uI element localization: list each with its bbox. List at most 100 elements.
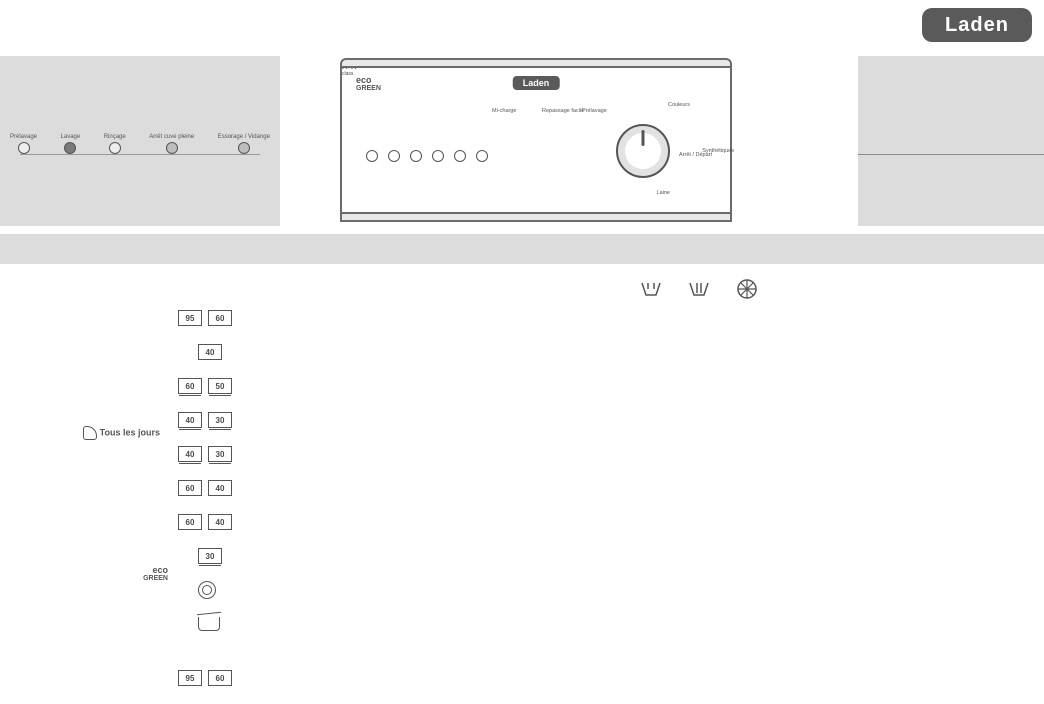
temp-icon: 60 (208, 310, 232, 326)
temp-value: 30 (216, 416, 225, 425)
panel-brand-text: Laden (523, 78, 550, 88)
temp-value: 95 (186, 314, 195, 323)
programme-row (178, 580, 232, 600)
programme-row: 40 30 (178, 444, 232, 464)
phase-label: Prélavage (10, 134, 37, 140)
knob-icon (616, 124, 670, 178)
washer-disc-icon (166, 142, 178, 154)
phase-diagram: Prélavage Lavage Rinçage Arrêt cuve plei… (10, 134, 270, 154)
programme-row: 95 60 (178, 308, 232, 328)
push-button[interactable] (366, 150, 378, 162)
group-label-text: Tous les jours (100, 427, 160, 437)
washer-disc-icon (238, 142, 250, 154)
temp-value: 95 (186, 674, 195, 683)
push-button[interactable] (454, 150, 466, 162)
temp-icon: 60 (178, 514, 202, 530)
temp-value: 60 (186, 382, 195, 391)
push-button[interactable] (388, 150, 400, 162)
washer-disc-icon (18, 142, 30, 154)
brand-logo: Laden (922, 8, 1032, 42)
push-button-row (366, 150, 488, 162)
washer-disc-icon (109, 142, 121, 154)
programme-row: 30 (178, 546, 232, 566)
temp-icon: 60 (178, 378, 202, 394)
phase-item: Prélavage (10, 134, 37, 154)
programme-row: 60 50 (178, 376, 232, 396)
programme-row: 40 (178, 342, 232, 362)
everyday-icon (83, 426, 97, 440)
eco-label: eco GREEN (356, 76, 381, 92)
spin-icon (736, 278, 758, 300)
group-label-tous-les-jours: Tous les jours (80, 426, 160, 440)
panel-tinylabel: Mi-charge (492, 108, 516, 114)
phase-line (20, 154, 260, 155)
temp-value: 40 (216, 518, 225, 527)
push-button[interactable] (476, 150, 488, 162)
control-panel: eco GREEN Laden Mi-charge Repassage faci… (340, 62, 732, 218)
basin-icon (198, 617, 220, 631)
temp-icon: 40 (178, 412, 202, 428)
temp-value: 60 (216, 674, 225, 683)
panel-top-edge (340, 58, 732, 68)
programme-knob[interactable] (616, 124, 670, 178)
temp-icon: 95 (178, 670, 202, 686)
phase-item: Arrêt cuve pleine (149, 134, 194, 154)
phase-item: Rinçage (104, 134, 126, 154)
temp-icon: 40 (208, 480, 232, 496)
programme-row: 40 30 (178, 410, 232, 430)
phase-label: Arrêt cuve pleine (149, 134, 194, 140)
panel-tinylabel: Couleurs (668, 102, 690, 108)
temp-value: 40 (186, 450, 195, 459)
temperature-icon (688, 278, 710, 300)
temp-icon: 40 (198, 344, 222, 360)
programme-row: 60 40 (178, 478, 232, 498)
programme-row: 60 40 (178, 512, 232, 532)
eco-green-top: eco (152, 565, 168, 575)
push-button[interactable] (410, 150, 422, 162)
temp-value: 60 (216, 314, 225, 323)
temp-value: 40 (206, 348, 215, 357)
washer-disc-icon (64, 142, 76, 154)
eco-bottom: GREEN (356, 85, 381, 92)
temp-value: 40 (216, 484, 225, 493)
temp-value: 30 (206, 552, 215, 561)
panel-tinylabel: Prélavage (582, 108, 607, 114)
temp-icon: 30 (208, 446, 232, 462)
temp-icon: 40 (208, 514, 232, 530)
temp-icon: 30 (198, 548, 222, 564)
temp-value: 60 (186, 518, 195, 527)
body-band (0, 234, 1044, 264)
temp-icon: 40 (178, 446, 202, 462)
programme-rows: 95 60 40 60 50 40 30 40 30 60 40 60 40 3… (178, 308, 232, 688)
temp-icon: 95 (178, 310, 202, 326)
panel-brand-plaque: Laden (513, 76, 560, 90)
spin-only-icon (198, 581, 216, 599)
temp-icon: 50 (208, 378, 232, 394)
eco-top: eco (356, 75, 372, 85)
programme-row: 95 60 (178, 668, 232, 688)
group-label-eco-green: eco GREEN (108, 566, 168, 582)
temp-icon: 30 (208, 412, 232, 428)
phase-label: Rinçage (104, 134, 126, 140)
header-block-left: Prélavage Lavage Rinçage Arrêt cuve plei… (0, 56, 280, 226)
table-header-icons (640, 278, 758, 300)
push-button[interactable] (432, 150, 444, 162)
temp-value: 60 (186, 484, 195, 493)
basin-level-icon (640, 278, 662, 300)
panel-tinylabel: Synthétiques (702, 148, 734, 154)
header-block-right (858, 56, 1044, 226)
panel-tinylabel: Laine (657, 190, 670, 196)
panel-bottom-edge (340, 212, 732, 222)
panel-tinylabel: Repassage facile (542, 108, 584, 114)
temp-icon: 60 (178, 480, 202, 496)
phase-label: Essorage / Vidange (218, 134, 270, 140)
phase-item: Essorage / Vidange (218, 134, 270, 154)
temp-value: 30 (216, 450, 225, 459)
brand-text: Laden (945, 14, 1009, 37)
row-spacer (178, 648, 232, 654)
eco-green-icon: eco GREEN (108, 566, 168, 582)
eco-green-bottom: GREEN (108, 575, 168, 582)
temp-icon: 60 (208, 670, 232, 686)
temp-value: 40 (186, 416, 195, 425)
programme-row (178, 614, 232, 634)
